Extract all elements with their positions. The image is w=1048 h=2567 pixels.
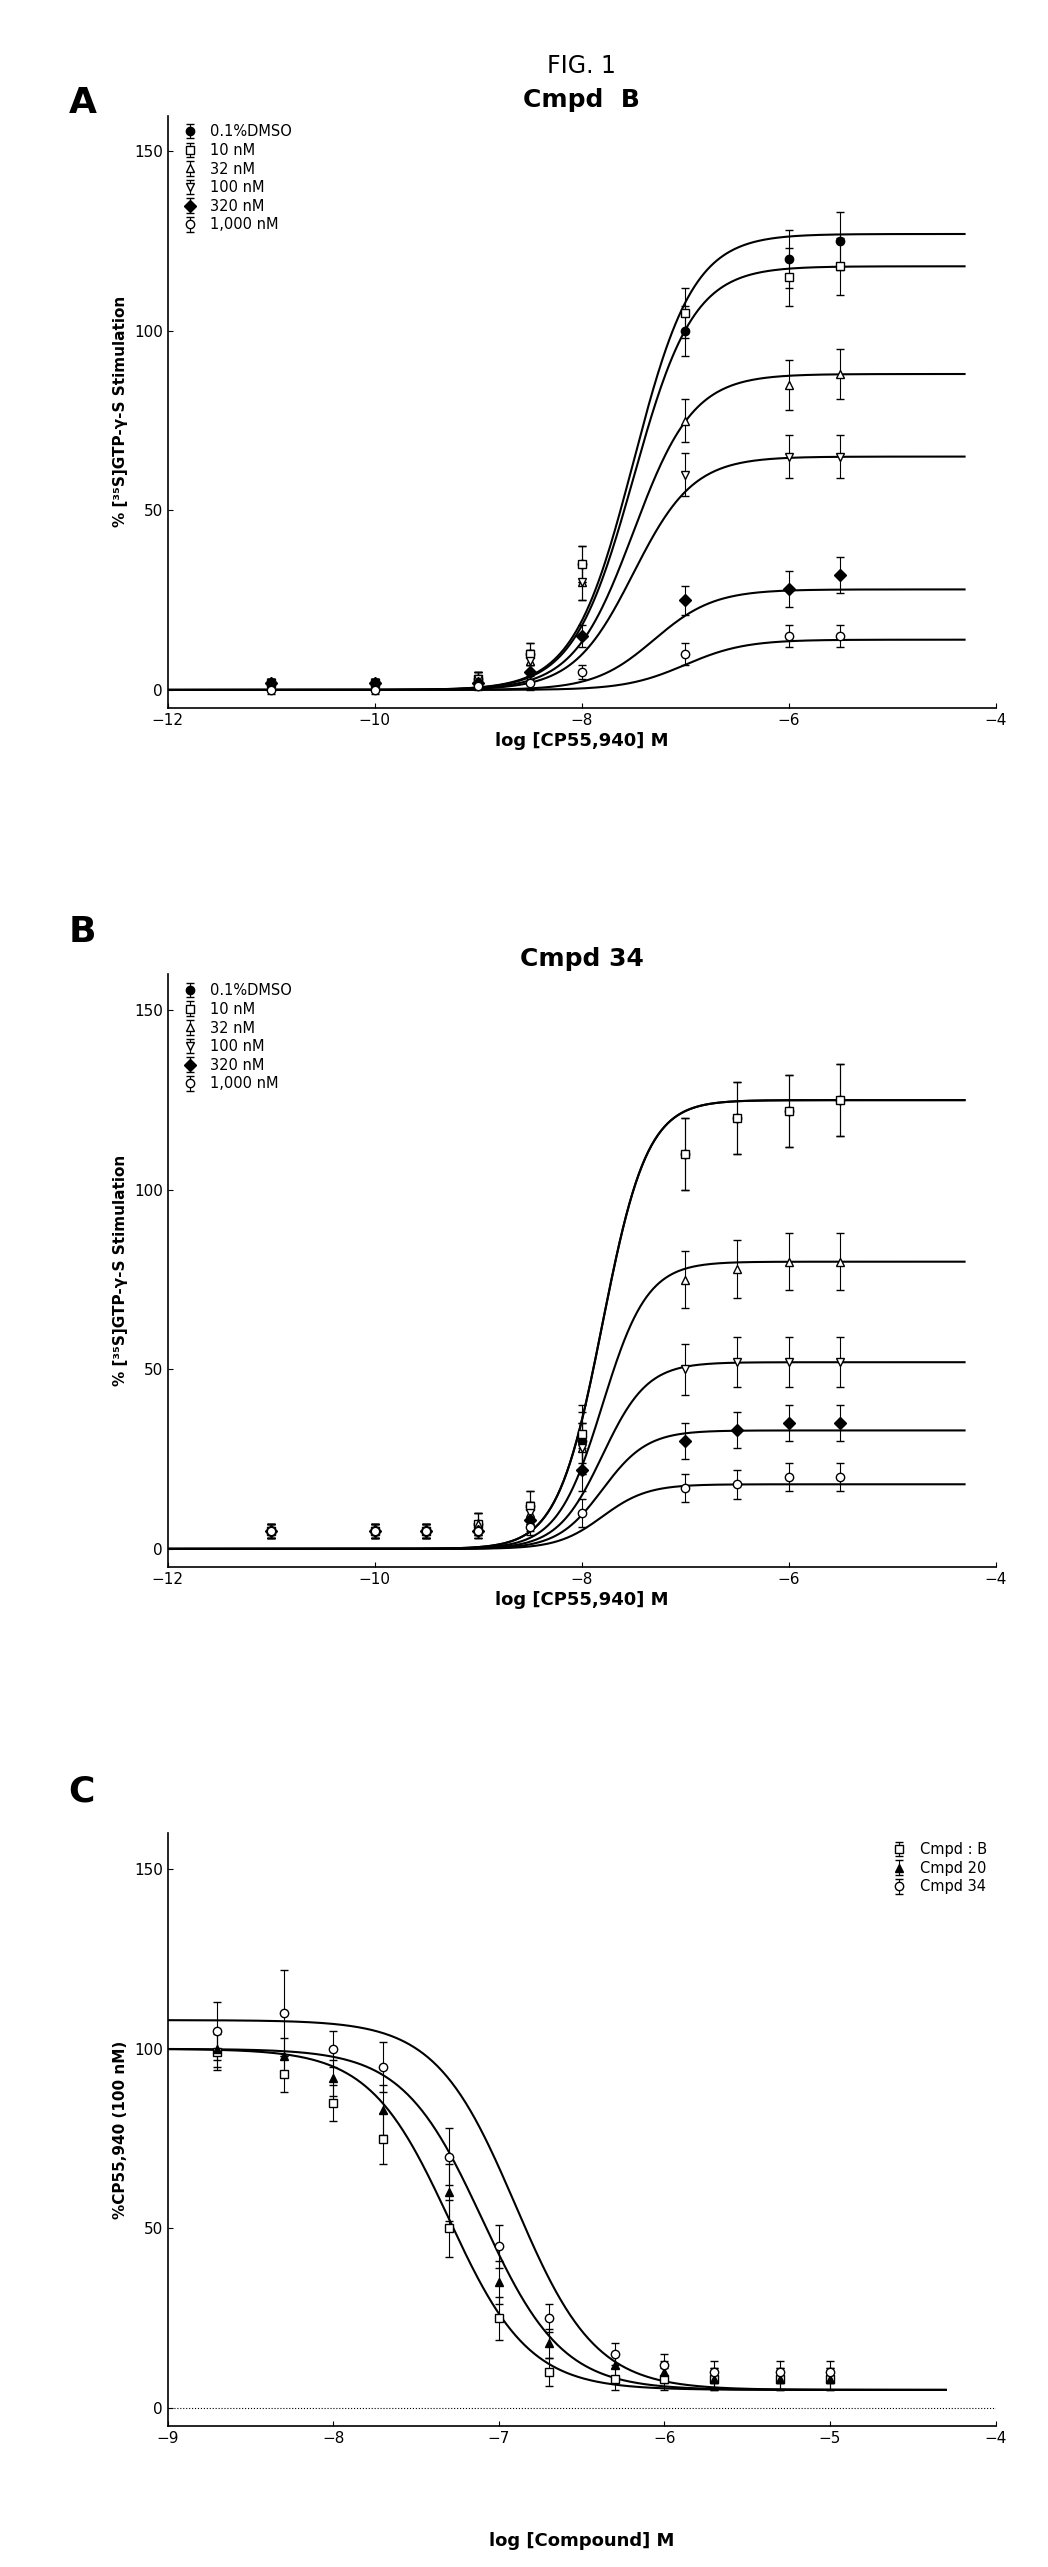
Legend: 0.1%DMSO, 10 nM, 32 nM, 100 nM, 320 nM, 1,000 nM: 0.1%DMSO, 10 nM, 32 nM, 100 nM, 320 nM, …	[175, 981, 293, 1094]
Text: A: A	[68, 85, 96, 121]
Text: C: C	[68, 1774, 94, 1807]
Title: Cmpd  B: Cmpd B	[523, 87, 640, 113]
Text: FIG. 1: FIG. 1	[547, 54, 616, 77]
Y-axis label: %CP55,940 (100 nM): %CP55,940 (100 nM)	[113, 2041, 129, 2218]
Text: B: B	[68, 916, 95, 950]
Text: log [Compound] M: log [Compound] M	[489, 2534, 674, 2552]
Y-axis label: % [³⁵S]GTP-γ-S Stimulation: % [³⁵S]GTP-γ-S Stimulation	[113, 1155, 129, 1386]
Title: Cmpd 34: Cmpd 34	[520, 947, 643, 970]
Legend: 0.1%DMSO, 10 nM, 32 nM, 100 nM, 320 nM, 1,000 nM: 0.1%DMSO, 10 nM, 32 nM, 100 nM, 320 nM, …	[175, 123, 293, 234]
X-axis label: log [CP55,940] M: log [CP55,940] M	[495, 732, 669, 750]
Legend: Cmpd : B, Cmpd 20, Cmpd 34: Cmpd : B, Cmpd 20, Cmpd 34	[885, 1841, 988, 1897]
Y-axis label: % [³⁵S]GTP-γ-S Stimulation: % [³⁵S]GTP-γ-S Stimulation	[113, 295, 129, 526]
X-axis label: log [CP55,940] M: log [CP55,940] M	[495, 1592, 669, 1610]
